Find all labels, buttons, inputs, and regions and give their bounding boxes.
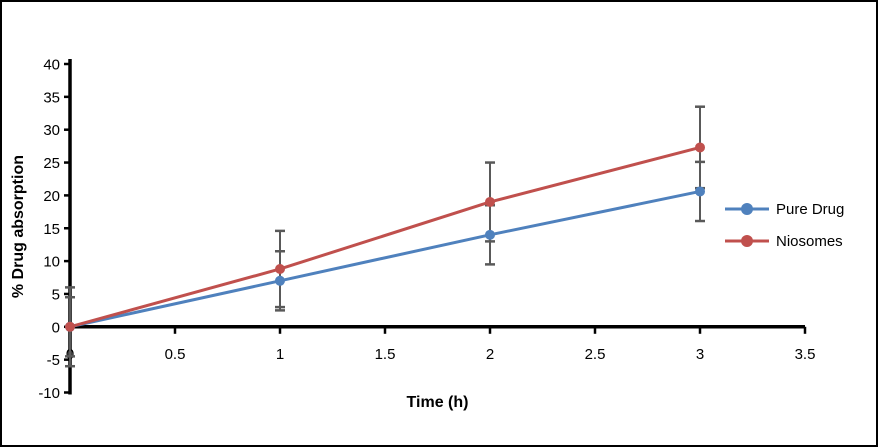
y-tick-label: -10 — [38, 385, 60, 402]
y-tick-label: 35 — [43, 89, 60, 106]
y-tick-label: 10 — [43, 254, 60, 271]
legend-label-niosomes: Niosomes — [776, 232, 843, 250]
legend-label-pure-drug: Pure Drug — [776, 200, 845, 218]
x-tick-label: 2 — [486, 346, 494, 363]
y-tick-label: 0 — [52, 319, 60, 336]
marker-niosomes — [695, 142, 705, 153]
marker-niosomes — [485, 196, 495, 207]
series-line-pure-drug — [68, 189, 702, 329]
marker-pure-drug — [275, 275, 285, 286]
marker-pure-drug — [485, 229, 495, 240]
marker-niosomes — [275, 263, 285, 274]
x-tick-label: 1.5 — [375, 346, 396, 363]
y-tick-label: 20 — [43, 188, 60, 205]
y-tick-label: 40 — [43, 57, 60, 74]
legend-item-niosomes: Niosomes — [724, 225, 844, 257]
x-tick-label: 2.5 — [585, 346, 606, 363]
series-line-niosomes — [68, 145, 702, 329]
legend-item-pure-drug: Pure Drug — [724, 193, 844, 225]
marker-pure-drug — [695, 186, 705, 197]
x-tick-label: 1 — [276, 346, 284, 363]
y-tick-label: 5 — [52, 286, 60, 303]
y-tick-label: 25 — [43, 155, 60, 172]
x-tick-label: 3 — [696, 346, 704, 363]
x-tick-label: 3.5 — [795, 346, 816, 363]
marker-niosomes — [65, 321, 75, 332]
legend: Pure Drug Niosomes — [724, 193, 844, 257]
y-tick-label: -5 — [47, 352, 60, 369]
legend-marker-pure-drug — [725, 203, 769, 215]
x-axis-title: Time (h) — [406, 394, 469, 411]
y-tick-label: 30 — [43, 122, 60, 139]
legend-marker-niosomes — [725, 235, 769, 247]
y-tick-label: 15 — [43, 221, 60, 238]
x-tick-label: 0.5 — [165, 346, 186, 363]
